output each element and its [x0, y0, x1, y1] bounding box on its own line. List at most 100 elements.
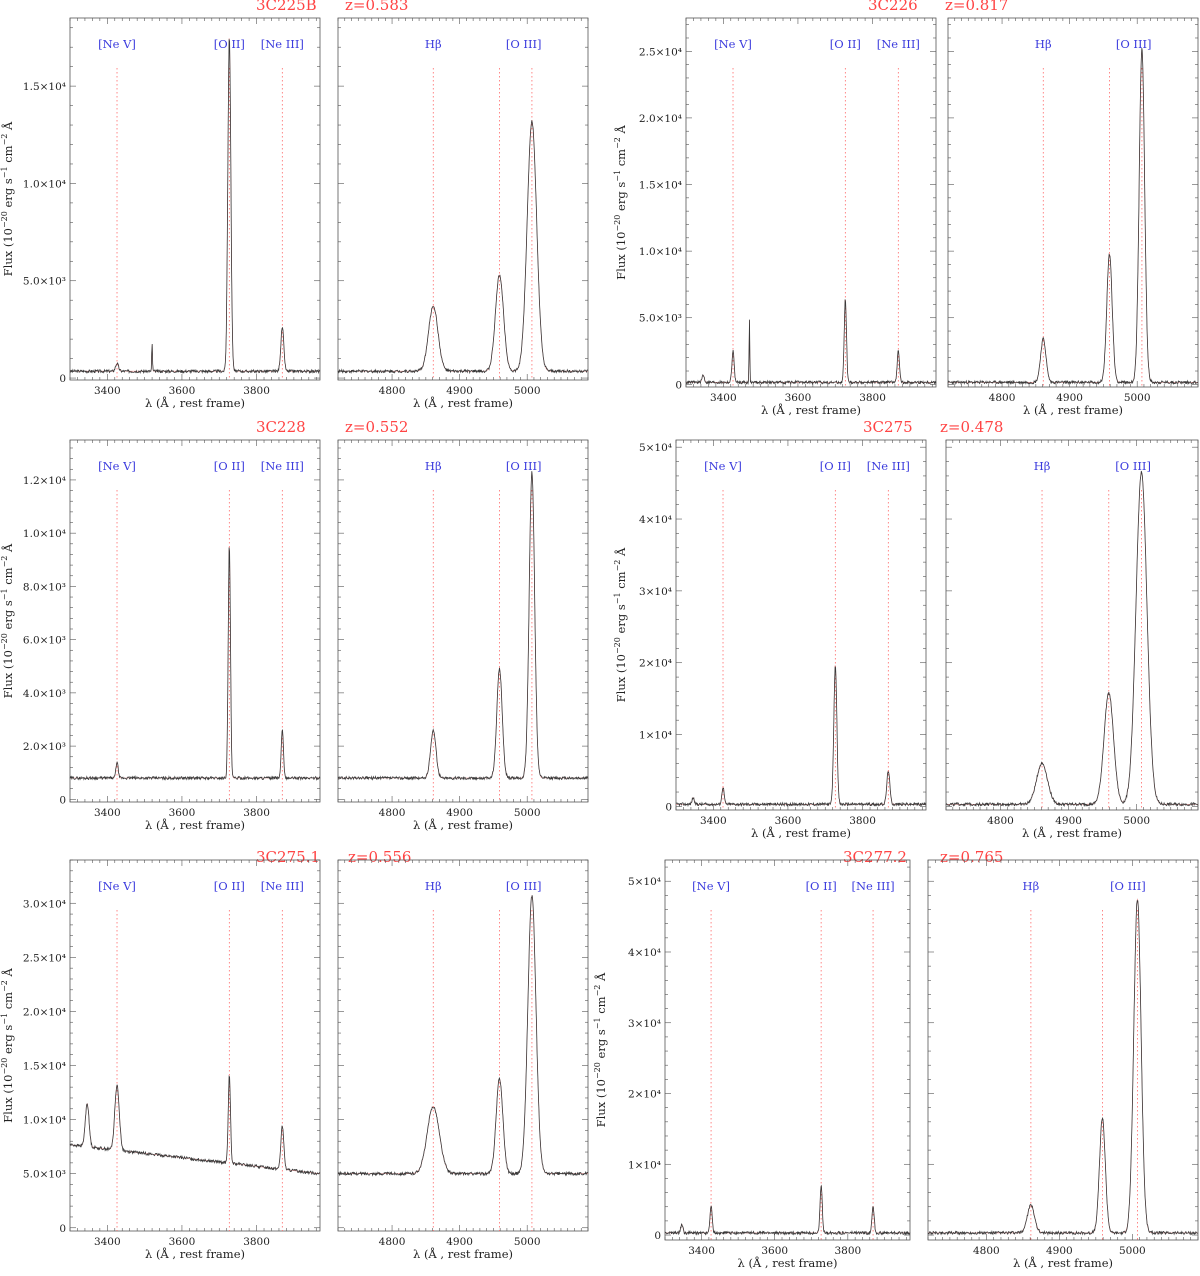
x-tick-label: 3800	[243, 385, 270, 397]
y-tick-label: 2.5×10⁴	[23, 952, 66, 964]
plot-frame	[675, 439, 927, 811]
x-tick-label: 4800	[379, 385, 406, 397]
emission-line-label: [Ne V]	[98, 459, 136, 473]
x-tick-label: 4900	[1056, 392, 1083, 404]
spectrum-line	[69, 39, 321, 375]
y-tick-label: 3×10⁴	[628, 1018, 661, 1030]
x-axis-label: λ (Å , rest frame)	[145, 818, 245, 832]
y-tick-label: 4.0×10³	[23, 688, 66, 700]
x-tick-label: 3800	[849, 815, 876, 827]
y-axis-label: Flux (10−20 erg s−1 cm−2 Å	[613, 547, 628, 702]
plot-frame	[69, 859, 321, 1232]
emission-line-label: Hβ	[1034, 459, 1051, 473]
y-tick-label: 3.0×10⁴	[23, 898, 66, 910]
emission-line-label: [O II]	[214, 879, 245, 893]
source-title: 3C277.2	[843, 848, 907, 866]
x-tick-label: 4800	[987, 815, 1014, 827]
figure-block-3C225B: 3C225B z=0.583 Flux (10−20 erg s−1 cm−2 Å 3…	[0, 0, 589, 410]
y-tick-label: 0	[59, 794, 66, 806]
y-tick-label: 6.0×10³	[23, 635, 66, 647]
emission-line-label: [Ne III]	[261, 459, 304, 473]
model-fit-line	[338, 895, 588, 1174]
x-axis-label: λ (Å , rest frame)	[1013, 1256, 1113, 1270]
y-tick-label: 8.0×10³	[23, 581, 66, 593]
plot-frame	[337, 17, 589, 381]
x-tick-label: 3600	[169, 385, 196, 397]
spectrum-line	[337, 895, 589, 1177]
figure-block-3C275.1: 3C275.1 z=0.556 Flux (10−20 erg s−1 cm−2 Å…	[0, 848, 589, 1261]
figure-block-3C275: 3C275 z=0.478 Flux (10−20 erg s−1 cm−2 Å 34…	[613, 418, 1199, 840]
emission-line-label: [Ne III]	[261, 879, 304, 893]
x-axis-label: λ (Å , rest frame)	[1022, 826, 1122, 840]
x-axis-label: λ (Å , rest frame)	[751, 826, 851, 840]
emission-line-label: [Ne III]	[852, 879, 895, 893]
x-tick-label: 5000	[1123, 815, 1150, 827]
emission-line-label: [O III]	[1110, 879, 1146, 893]
x-tick-label: 4800	[379, 807, 406, 819]
x-tick-label: 3400	[700, 815, 727, 827]
emission-line-label: [Ne III]	[877, 37, 920, 51]
x-tick-label: 3400	[94, 807, 121, 819]
y-tick-label: 4×10⁴	[628, 947, 661, 959]
redshift-label: z=0.765	[940, 848, 1003, 866]
model-fit-line	[946, 471, 1198, 805]
y-tick-label: 2.0×10⁴	[639, 113, 682, 125]
y-tick-label: 1.5×10⁴	[23, 81, 66, 93]
x-axis-label: λ (Å , rest frame)	[761, 403, 861, 417]
model-fit-line	[338, 120, 588, 372]
x-axis-label: λ (Å , rest frame)	[413, 1247, 513, 1261]
x-tick-label: 3800	[243, 1236, 270, 1248]
plot-frame	[337, 439, 589, 803]
source-title: 3C225B	[256, 0, 317, 14]
x-tick-label: 3800	[859, 392, 886, 404]
x-axis-label: λ (Å , rest frame)	[1023, 403, 1123, 417]
emission-line-label: [Ne V]	[98, 37, 136, 51]
spectrum-line	[675, 666, 927, 808]
emission-line-label: [O III]	[1115, 459, 1151, 473]
redshift-label: z=0.552	[345, 418, 408, 436]
x-tick-label: 4900	[1046, 1245, 1073, 1257]
y-axis-label: Flux (10−20 erg s−1 cm−2 Å	[0, 543, 15, 698]
emission-line-label: [Ne III]	[261, 37, 304, 51]
plot-frame	[685, 17, 937, 388]
emission-line-label: [O III]	[1116, 37, 1152, 51]
plot-frame	[927, 859, 1199, 1241]
x-axis-label: λ (Å , rest frame)	[145, 396, 245, 410]
emission-line-label: Hβ	[1023, 879, 1040, 893]
x-tick-label: 4800	[973, 1245, 1000, 1257]
y-tick-label: 1.5×10⁴	[639, 180, 682, 192]
y-tick-label: 2.0×10⁴	[23, 1006, 66, 1018]
x-tick-label: 4800	[989, 392, 1016, 404]
y-tick-label: 0	[59, 373, 66, 385]
y-tick-label: 2.5×10⁴	[639, 46, 682, 58]
y-tick-label: 1.5×10⁴	[23, 1061, 66, 1073]
y-tick-label: 1×10⁴	[628, 1159, 661, 1171]
model-fit-line	[948, 49, 1198, 383]
x-tick-label: 4900	[1055, 815, 1082, 827]
source-title: 3C228	[256, 418, 306, 436]
emission-line-label: [Ne III]	[867, 459, 910, 473]
spectrum-line	[664, 1184, 911, 1236]
y-tick-label: 5.0×10³	[639, 313, 682, 325]
source-title: 3C275.1	[256, 848, 320, 866]
y-tick-label: 1×10⁴	[639, 730, 672, 742]
x-tick-label: 3600	[169, 1236, 196, 1248]
emission-line-label: [Ne V]	[692, 879, 730, 893]
x-tick-label: 5000	[514, 385, 541, 397]
x-tick-label: 3600	[775, 815, 802, 827]
x-tick-label: 5000	[514, 807, 541, 819]
y-axis-label: Flux (10−20 erg s−1 cm−2 Å	[0, 121, 15, 276]
x-tick-label: 3400	[94, 385, 121, 397]
y-tick-label: 5×10⁴	[628, 876, 661, 888]
emission-line-label: [Ne V]	[98, 879, 136, 893]
emission-line-label: [O II]	[830, 37, 861, 51]
